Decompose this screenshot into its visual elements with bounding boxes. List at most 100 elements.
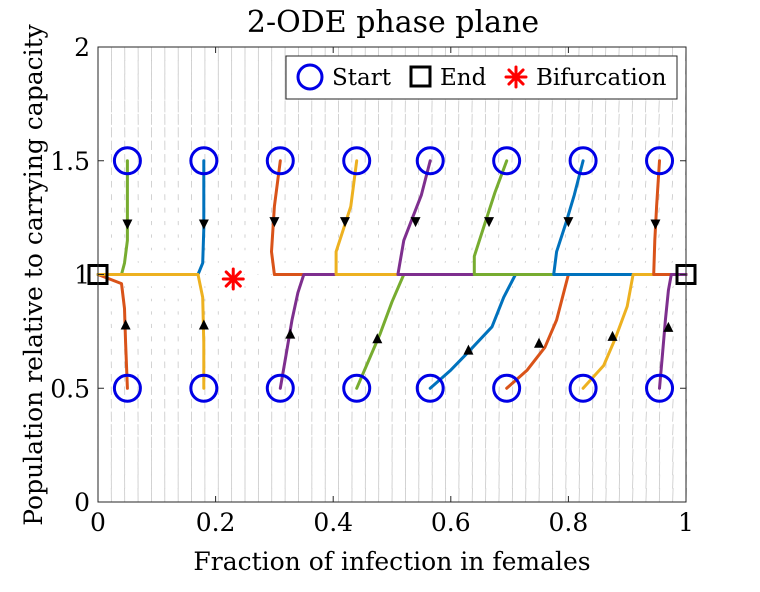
x-tick-label: 0 [90, 508, 106, 537]
start-marker [342, 373, 372, 403]
vector-field-arrow [658, 411, 661, 422]
start-marker [189, 373, 219, 403]
start-marker [189, 146, 219, 176]
vector-field-arrow [605, 323, 607, 329]
vector-field-arrow [618, 298, 621, 302]
x-tick-label: 0.2 [196, 508, 236, 537]
trajectory-4 [96, 273, 206, 390]
axis-ticks: 0 0.2 0.4 0.6 0.8 1 0 0.5 1 1.5 2 [50, 33, 694, 537]
asterisk-stroke [507, 68, 525, 86]
vector-field-arrow [591, 260, 593, 263]
y-tick-label: 1.5 [50, 147, 90, 176]
vector-field-arrow [658, 127, 660, 138]
trajectory-11 [472, 159, 688, 276]
vector-field-arrow [511, 286, 514, 289]
direction-arrow-up [463, 344, 474, 355]
vector-field-arrow [644, 207, 647, 213]
start-marker [342, 146, 372, 176]
vector-field-arrow [672, 424, 674, 436]
vector-field-arrow [564, 260, 567, 263]
direction-arrow-up [372, 333, 383, 344]
vector-field-arrow [672, 449, 674, 462]
vector-field-arrow [658, 361, 661, 369]
vector-field-arrow [658, 424, 661, 436]
start-marker [265, 373, 295, 403]
y-tick-label: 0.5 [50, 374, 90, 403]
vector-field-arrow [591, 234, 593, 238]
trajectory-1 [96, 159, 129, 276]
vector-field-arrow [511, 260, 513, 263]
vector-field-arrow [672, 298, 674, 302]
trajectory-14 [581, 273, 688, 390]
trajectory-2 [96, 273, 129, 390]
vector-field-arrow [618, 286, 621, 289]
trajectory-10 [428, 273, 688, 390]
vector-field-arrow [672, 323, 674, 329]
vector-field-arrow [484, 260, 486, 263]
trajectory-7 [334, 159, 688, 276]
y-tick-label: 2 [74, 33, 90, 62]
vector-field-arrow [551, 247, 553, 251]
vector-field-arrow [658, 247, 660, 251]
vector-field-arrow [578, 247, 580, 251]
vector-field-arrow [618, 247, 620, 251]
vector-field-arrow [578, 298, 581, 302]
vector-field-arrow [618, 311, 621, 315]
vector-field-arrow [632, 286, 634, 289]
legend-end-label: End [440, 65, 487, 91]
direction-arrow-up [120, 319, 131, 330]
vector-field-arrow [551, 260, 553, 263]
x-axis-label: Fraction of infection in females [193, 547, 590, 576]
x-tick-label: 0.8 [549, 508, 589, 537]
vector-field-arrow [672, 373, 674, 382]
direction-arrow-down [198, 219, 209, 230]
vector-field-arrow [671, 127, 674, 138]
direction-arrow-down [563, 217, 574, 228]
vector-field-arrow [604, 220, 607, 226]
vector-field-arrow [671, 234, 674, 238]
direction-arrow-down [410, 217, 421, 228]
vector-field-arrow [672, 361, 674, 369]
vector-field-arrow [631, 207, 633, 213]
vector-field-arrow [645, 311, 647, 315]
legend-start-marker [296, 63, 324, 91]
vector-field-arrow [658, 323, 661, 329]
vector-field-arrow [485, 286, 487, 289]
direction-arrow-down [269, 217, 280, 228]
x-tick-label: 0.4 [313, 508, 353, 537]
vector-field-arrow [658, 194, 660, 201]
vector-field-arrow [632, 311, 634, 315]
vector-field-arrow [658, 298, 661, 302]
vector-field-arrow [658, 260, 660, 263]
vector-field-arrow [644, 260, 647, 263]
vector-field-arrow [565, 298, 567, 302]
x-tick-label: 0.6 [431, 508, 471, 537]
chart-title: 2-ODE phase plane [247, 5, 539, 40]
legend-end-marker [409, 65, 432, 88]
y-axis-label: Population relative to carrying capacity [19, 23, 48, 525]
vector-field-arrow [644, 220, 647, 226]
vector-field-arrow [578, 286, 581, 289]
start-marker [492, 146, 522, 176]
vector-field-arrow [645, 180, 647, 188]
vector-field-arrow [538, 286, 540, 289]
vector-field-arrow [672, 311, 674, 315]
vector-field-arrow [658, 113, 660, 125]
y-tick-label: 0 [74, 488, 90, 517]
vector-field-arrow [658, 286, 661, 289]
vector-field-arrow [672, 436, 674, 449]
trajectory-15 [652, 159, 688, 276]
vector-field-arrow [644, 234, 647, 238]
trajectory-8 [355, 273, 688, 390]
vector-field-arrow [605, 311, 607, 315]
vector-field-arrow [632, 348, 634, 355]
vector-field-arrow [645, 361, 647, 369]
vector-field-arrow [604, 247, 607, 251]
vector-field-arrow [671, 140, 674, 150]
trajectory-9 [396, 159, 688, 276]
vector-field-arrow [592, 286, 594, 289]
vector-field-arrow [645, 348, 647, 355]
asterisk-stroke [224, 270, 242, 288]
x-tick-label: 1 [678, 508, 694, 537]
direction-arrow-up [663, 321, 674, 332]
